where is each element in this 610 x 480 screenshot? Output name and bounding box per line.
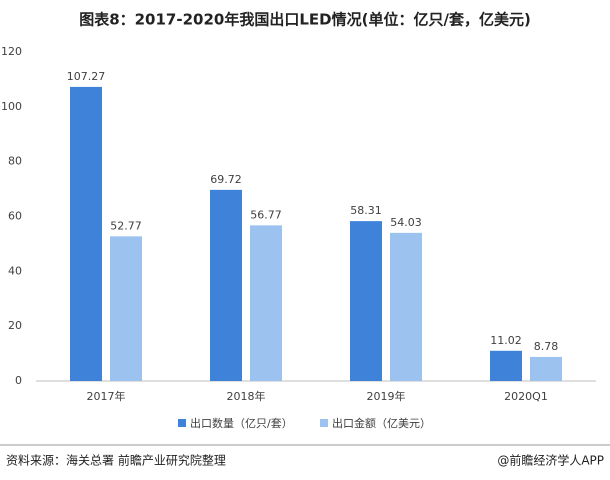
bar: [70, 86, 102, 381]
value-label: 52.77: [110, 219, 142, 232]
y-tick-label: 0: [15, 374, 22, 387]
x-tick-label: 2020Q1: [504, 390, 548, 403]
legend-label: 出口数量（亿只/套）: [190, 416, 293, 430]
value-label: 8.78: [534, 340, 559, 353]
value-label: 11.02: [490, 334, 522, 347]
value-label: 107.27: [67, 70, 106, 83]
value-label: 54.03: [390, 216, 422, 229]
legend-swatch: [178, 419, 186, 427]
bar: [350, 221, 382, 381]
y-tick-label: 60: [8, 210, 22, 223]
bar: [110, 236, 142, 381]
chart-title: 图表8：2017-2020年我国出口LED情况(单位：亿只/套，亿美元): [79, 11, 531, 29]
bar: [210, 189, 242, 381]
source: 资料来源：海关总署 前瞻产业研究院整理: [6, 453, 226, 468]
y-tick-label: 120: [1, 45, 22, 58]
bar: [390, 232, 422, 381]
y-tick-label: 20: [8, 319, 22, 332]
bar: [490, 350, 522, 381]
value-label: 58.31: [350, 204, 382, 217]
legend-label: 出口金额（亿美元）: [332, 416, 431, 430]
bar: [530, 356, 562, 381]
legend-swatch: [320, 419, 328, 427]
value-label: 69.72: [210, 173, 242, 186]
x-tick-label: 2019年: [367, 389, 406, 403]
value-label: 56.77: [250, 208, 282, 221]
x-tick-label: 2017年: [87, 389, 126, 403]
y-tick-label: 80: [8, 155, 22, 168]
bar: [250, 225, 282, 381]
y-tick-label: 100: [1, 100, 22, 113]
x-tick-label: 2018年: [227, 389, 266, 403]
y-tick-label: 40: [8, 264, 22, 277]
credit: @前瞻经济学人APP: [497, 453, 604, 468]
